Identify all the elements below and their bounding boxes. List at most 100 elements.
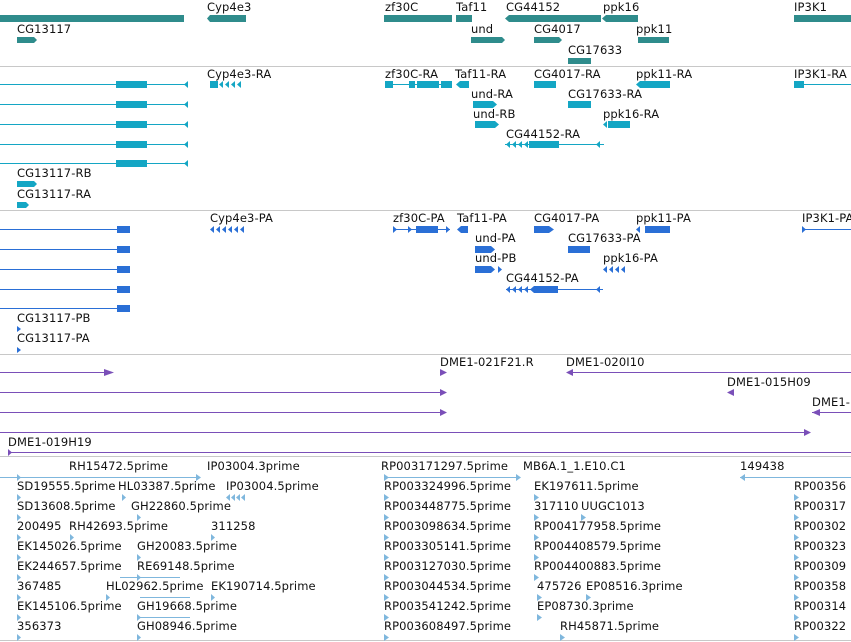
est-label[interactable]: HL02962.5prime: [106, 579, 204, 593]
gene-label[interactable]: CG13117: [17, 22, 72, 36]
est-marker[interactable]: [794, 534, 799, 541]
cds-label[interactable]: und-PA: [475, 231, 516, 245]
est-marker[interactable]: [241, 494, 245, 501]
cds-segment[interactable]: [228, 226, 232, 233]
est-marker[interactable]: [794, 634, 799, 641]
cds-label[interactable]: CG44152-PA: [506, 271, 579, 285]
est-marker[interactable]: [137, 554, 141, 561]
transcript-exon[interactable]: [385, 81, 393, 88]
est-label[interactable]: GH19668.5prime: [137, 599, 238, 613]
est-label[interactable]: IP03004.5prime: [226, 479, 319, 493]
cds-label[interactable]: IP3K1-PA: [802, 211, 851, 225]
est-label[interactable]: RP003098634.5prime: [384, 519, 512, 533]
transcript-exon[interactable]: [529, 141, 559, 148]
transcript-exon[interactable]: [506, 141, 510, 148]
gene-glyph[interactable]: [794, 15, 851, 22]
transcript-label[interactable]: Taf11-RA: [455, 67, 507, 81]
cds-segment[interactable]: [446, 226, 450, 233]
est-label[interactable]: RP003541242.5prime: [384, 599, 512, 613]
gene-glyph[interactable]: [471, 37, 502, 43]
cds-label[interactable]: zf30C-PA: [393, 211, 445, 225]
cds-segment[interactable]: [222, 226, 226, 233]
gene-glyph[interactable]: [456, 15, 472, 22]
transcript-exon[interactable]: [493, 101, 497, 108]
transcript-exon[interactable]: [409, 81, 415, 88]
cds-segment[interactable]: [416, 226, 438, 233]
cds-segment[interactable]: [518, 286, 522, 293]
transcript-exon[interactable]: [219, 81, 223, 88]
est-label[interactable]: RP003127030.5prime: [384, 559, 512, 573]
est-marker[interactable]: [794, 494, 799, 501]
clone-marker[interactable]: [440, 369, 447, 376]
transcript-exon[interactable]: [596, 141, 600, 148]
est-label[interactable]: RP003305141.5prime: [384, 539, 512, 553]
cds-label[interactable]: CG13117-PB: [17, 311, 91, 325]
clone-marker[interactable]: [440, 389, 447, 396]
cds-label[interactable]: Taf11-PA: [457, 211, 507, 225]
est-label[interactable]: UUGC1013: [581, 499, 645, 513]
est-marker[interactable]: [560, 634, 565, 641]
transcript-exon[interactable]: [608, 121, 630, 128]
gene-glyph[interactable]: [534, 37, 559, 43]
cds-segment[interactable]: [603, 266, 607, 273]
cds-segment[interactable]: [17, 326, 21, 332]
cds-segment[interactable]: [596, 286, 600, 293]
est-marker[interactable]: [537, 614, 542, 621]
est-label[interactable]: RP00356: [794, 479, 847, 493]
est-marker[interactable]: [17, 554, 21, 561]
est-label[interactable]: RP003044534.5prime: [384, 579, 512, 593]
est-label[interactable]: GH08946.5prime: [137, 619, 238, 633]
cds-segment[interactable]: [506, 286, 510, 293]
gene-glyph[interactable]: [17, 37, 34, 43]
est-label[interactable]: RP003608497.5prime: [384, 619, 512, 633]
est-marker[interactable]: [534, 494, 539, 501]
est-label[interactable]: GH22860.5prime: [131, 499, 232, 513]
transcript-label[interactable]: CG13117-RA: [17, 187, 92, 201]
est-marker[interactable]: [384, 614, 389, 621]
clone-marker[interactable]: [804, 429, 811, 436]
est-label[interactable]: RH15472.5prime: [69, 459, 169, 473]
cds-segment[interactable]: [636, 226, 640, 233]
est-label[interactable]: RP00309: [794, 559, 847, 573]
est-label[interactable]: EK190714.5prime: [211, 579, 316, 593]
transcript-exon[interactable]: [518, 141, 522, 148]
cds-segment[interactable]: [530, 286, 534, 293]
cds-label[interactable]: ppk16-PA: [603, 251, 658, 265]
est-marker[interactable]: [581, 514, 586, 521]
est-marker[interactable]: [17, 574, 21, 581]
gene-glyph[interactable]: [207, 15, 210, 22]
est-label[interactable]: EP08730.3prime: [537, 599, 634, 613]
transcript-label[interactable]: CG17633-RA: [568, 87, 643, 101]
est-label[interactable]: RP003324996.5prime: [384, 479, 512, 493]
est-label[interactable]: RH45871.5prime: [560, 619, 660, 633]
est-label[interactable]: EK145106.5prime: [17, 599, 122, 613]
transcript-label[interactable]: CG4017-RA: [534, 67, 601, 81]
cds-segment[interactable]: [491, 246, 495, 253]
est-marker[interactable]: [384, 574, 389, 581]
transcript-label[interactable]: IP3K1-RA: [794, 67, 847, 81]
gene-glyph[interactable]: [568, 58, 591, 64]
transcript-exon[interactable]: [524, 141, 528, 148]
est-marker[interactable]: [17, 534, 21, 541]
cds-segment[interactable]: [498, 266, 502, 273]
gene-glyph[interactable]: [34, 37, 37, 43]
est-marker[interactable]: [384, 514, 389, 521]
transcript-exon[interactable]: [231, 81, 235, 88]
transcript-exon[interactable]: [473, 101, 493, 108]
est-marker[interactable]: [384, 494, 389, 501]
transcript-exon[interactable]: [475, 121, 495, 128]
cds-segment[interactable]: [534, 226, 549, 233]
transcript-label[interactable]: Cyp4e3-RA: [207, 67, 272, 81]
est-label[interactable]: RP004408579.5prime: [534, 539, 662, 553]
cds-segment[interactable]: [234, 226, 238, 233]
transcript-exon[interactable]: [441, 81, 452, 88]
cds-segment[interactable]: [117, 286, 130, 293]
gene-glyph[interactable]: [602, 15, 606, 22]
cds-segment[interactable]: [615, 266, 619, 273]
est-marker[interactable]: [17, 614, 21, 621]
est-label[interactable]: 311258: [211, 519, 256, 533]
cds-segment[interactable]: [524, 286, 528, 293]
gene-label[interactable]: Taf11: [456, 0, 488, 14]
transcript-exon[interactable]: [17, 181, 34, 187]
est-label[interactable]: 475726: [537, 579, 582, 593]
